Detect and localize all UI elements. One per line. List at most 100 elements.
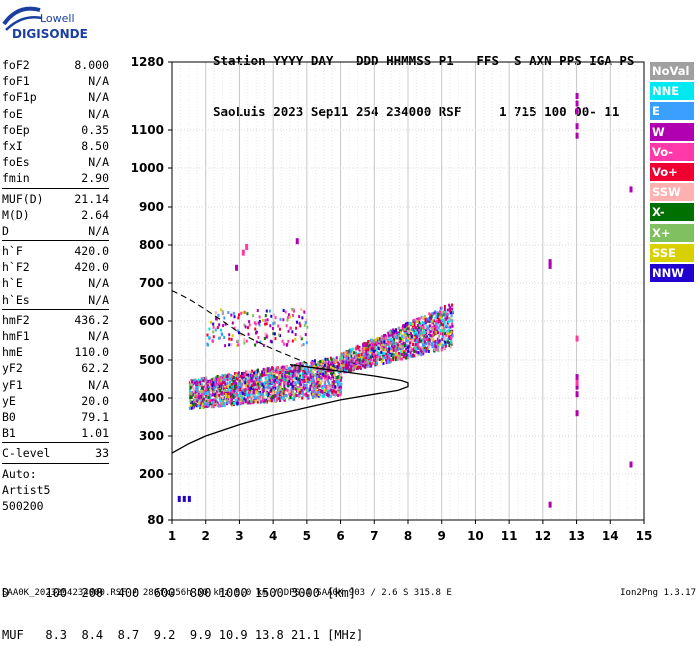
param-label: h`F xyxy=(2,244,23,259)
echo-pixel xyxy=(339,389,342,393)
echo-pixel xyxy=(300,337,303,341)
echo-pixel xyxy=(325,374,328,378)
echo-pixel xyxy=(274,316,277,320)
echo-pixel xyxy=(236,400,239,404)
echo-pixel xyxy=(238,382,241,386)
echo-pixel xyxy=(245,339,248,343)
x-tick-label: 4 xyxy=(269,529,277,543)
legend-item-ssw: SSW xyxy=(650,183,694,202)
echo-pixel xyxy=(300,368,303,372)
echo-pixel xyxy=(271,375,274,379)
echo-pixel xyxy=(398,354,401,358)
echo-pixel xyxy=(336,365,339,369)
echo-pixel xyxy=(340,353,343,357)
echo-pixel xyxy=(266,318,269,322)
echo-pixel xyxy=(363,355,366,359)
echo-pixel xyxy=(374,353,377,357)
echo-pixel xyxy=(218,384,221,388)
echo-pixel xyxy=(266,380,269,384)
param-label: fxI xyxy=(2,138,23,153)
echo-pixel xyxy=(251,390,254,394)
echo-pixel xyxy=(392,343,395,347)
echo-pixel xyxy=(268,309,271,313)
echo-pixel xyxy=(233,384,236,388)
echo-pixel xyxy=(405,325,408,329)
echo-pixel xyxy=(440,323,443,327)
echo-pixel xyxy=(416,320,419,324)
echo-pixel xyxy=(393,344,396,348)
echo-traces xyxy=(188,303,454,410)
echo-pixel xyxy=(337,393,340,397)
echo-pixel xyxy=(271,389,274,393)
echo-pixel xyxy=(375,343,378,347)
echo-pixel xyxy=(392,347,395,351)
param-group-3: h`F 420.0 h`F2 420.0 h`E N/A h`Es N/A xyxy=(2,243,109,308)
echo-pixel xyxy=(324,370,327,374)
echo-pixel xyxy=(364,363,367,367)
echo-pixel xyxy=(265,309,268,313)
echo-pixel xyxy=(391,352,394,356)
echo-pixel xyxy=(206,391,209,395)
echo-pixel xyxy=(237,316,240,320)
echo-pixel xyxy=(433,327,436,331)
echo-pixel xyxy=(417,341,420,345)
echo-pixel xyxy=(309,368,312,372)
echo-pixel xyxy=(309,387,312,391)
echo-pixel xyxy=(368,364,371,368)
echo-pixel xyxy=(378,358,381,362)
echo-pixel xyxy=(254,374,257,378)
echo-pixel xyxy=(207,379,210,383)
echo-pixel xyxy=(413,321,416,325)
echo-pixel xyxy=(387,339,390,343)
echo-pixel xyxy=(201,389,204,393)
echo-pixel xyxy=(345,363,348,367)
echo-pixel xyxy=(359,366,362,370)
echo-pixel xyxy=(246,372,249,376)
echo-pixel xyxy=(236,386,239,390)
echo-pixel xyxy=(409,341,412,345)
echo-pixel xyxy=(448,319,451,323)
echo-pixel xyxy=(210,403,213,407)
echo-pixel xyxy=(193,402,196,406)
echo-pixel xyxy=(337,375,340,379)
echo-pixel xyxy=(327,379,330,383)
param-value: N/A xyxy=(88,90,109,105)
echo-pixel xyxy=(303,384,306,388)
echo-pixel xyxy=(437,340,440,344)
param-row: yF2 62.2 xyxy=(2,360,109,376)
y-tick-label: 700 xyxy=(139,276,164,290)
echo-pixel xyxy=(258,379,261,383)
echo-pixel xyxy=(237,397,240,401)
echo-pixel xyxy=(243,388,246,392)
echo-pixel xyxy=(444,313,447,317)
echo-pixel xyxy=(329,360,332,364)
echo-pixel xyxy=(325,392,328,396)
echo-pixel xyxy=(385,358,388,362)
echo-pixel xyxy=(206,342,209,346)
echo-pixel xyxy=(401,357,404,361)
echo-pixel xyxy=(328,392,331,396)
echo-pixel xyxy=(316,385,319,389)
echo-pixel xyxy=(381,342,384,346)
echo-pixel xyxy=(247,401,250,405)
param-label: hmE xyxy=(2,345,23,360)
legend-item-nnw: NNW xyxy=(650,263,694,282)
echo-pixel xyxy=(286,382,289,386)
echo-pixel xyxy=(369,362,372,366)
echo-pixel xyxy=(279,371,282,375)
echo-pixel xyxy=(352,365,355,369)
echo-pixel xyxy=(337,390,340,394)
echo-pixel xyxy=(217,313,220,317)
echo-pixel xyxy=(270,388,273,392)
profile-curve xyxy=(171,363,409,454)
echo-pixel xyxy=(339,393,342,397)
param-group-1: foF2 8.000 foF1 N/A foF1p N/A foE N/A foEp 0.35 fx… xyxy=(2,57,109,187)
echo-pixel xyxy=(397,347,400,351)
echo-pixel xyxy=(281,376,284,380)
echo-pixel xyxy=(240,393,243,397)
echo-pixel xyxy=(383,352,386,356)
echo-pixel xyxy=(322,372,325,376)
echo-pixel xyxy=(330,377,333,381)
echo-pixel xyxy=(228,333,231,337)
param-value: N/A xyxy=(88,223,109,238)
